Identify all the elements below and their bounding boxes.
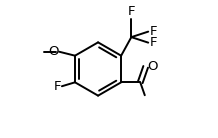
Text: O: O (147, 60, 158, 73)
Text: F: F (53, 80, 61, 93)
Text: F: F (128, 5, 135, 18)
Text: O: O (48, 45, 58, 58)
Text: F: F (150, 25, 157, 38)
Text: F: F (150, 36, 157, 49)
